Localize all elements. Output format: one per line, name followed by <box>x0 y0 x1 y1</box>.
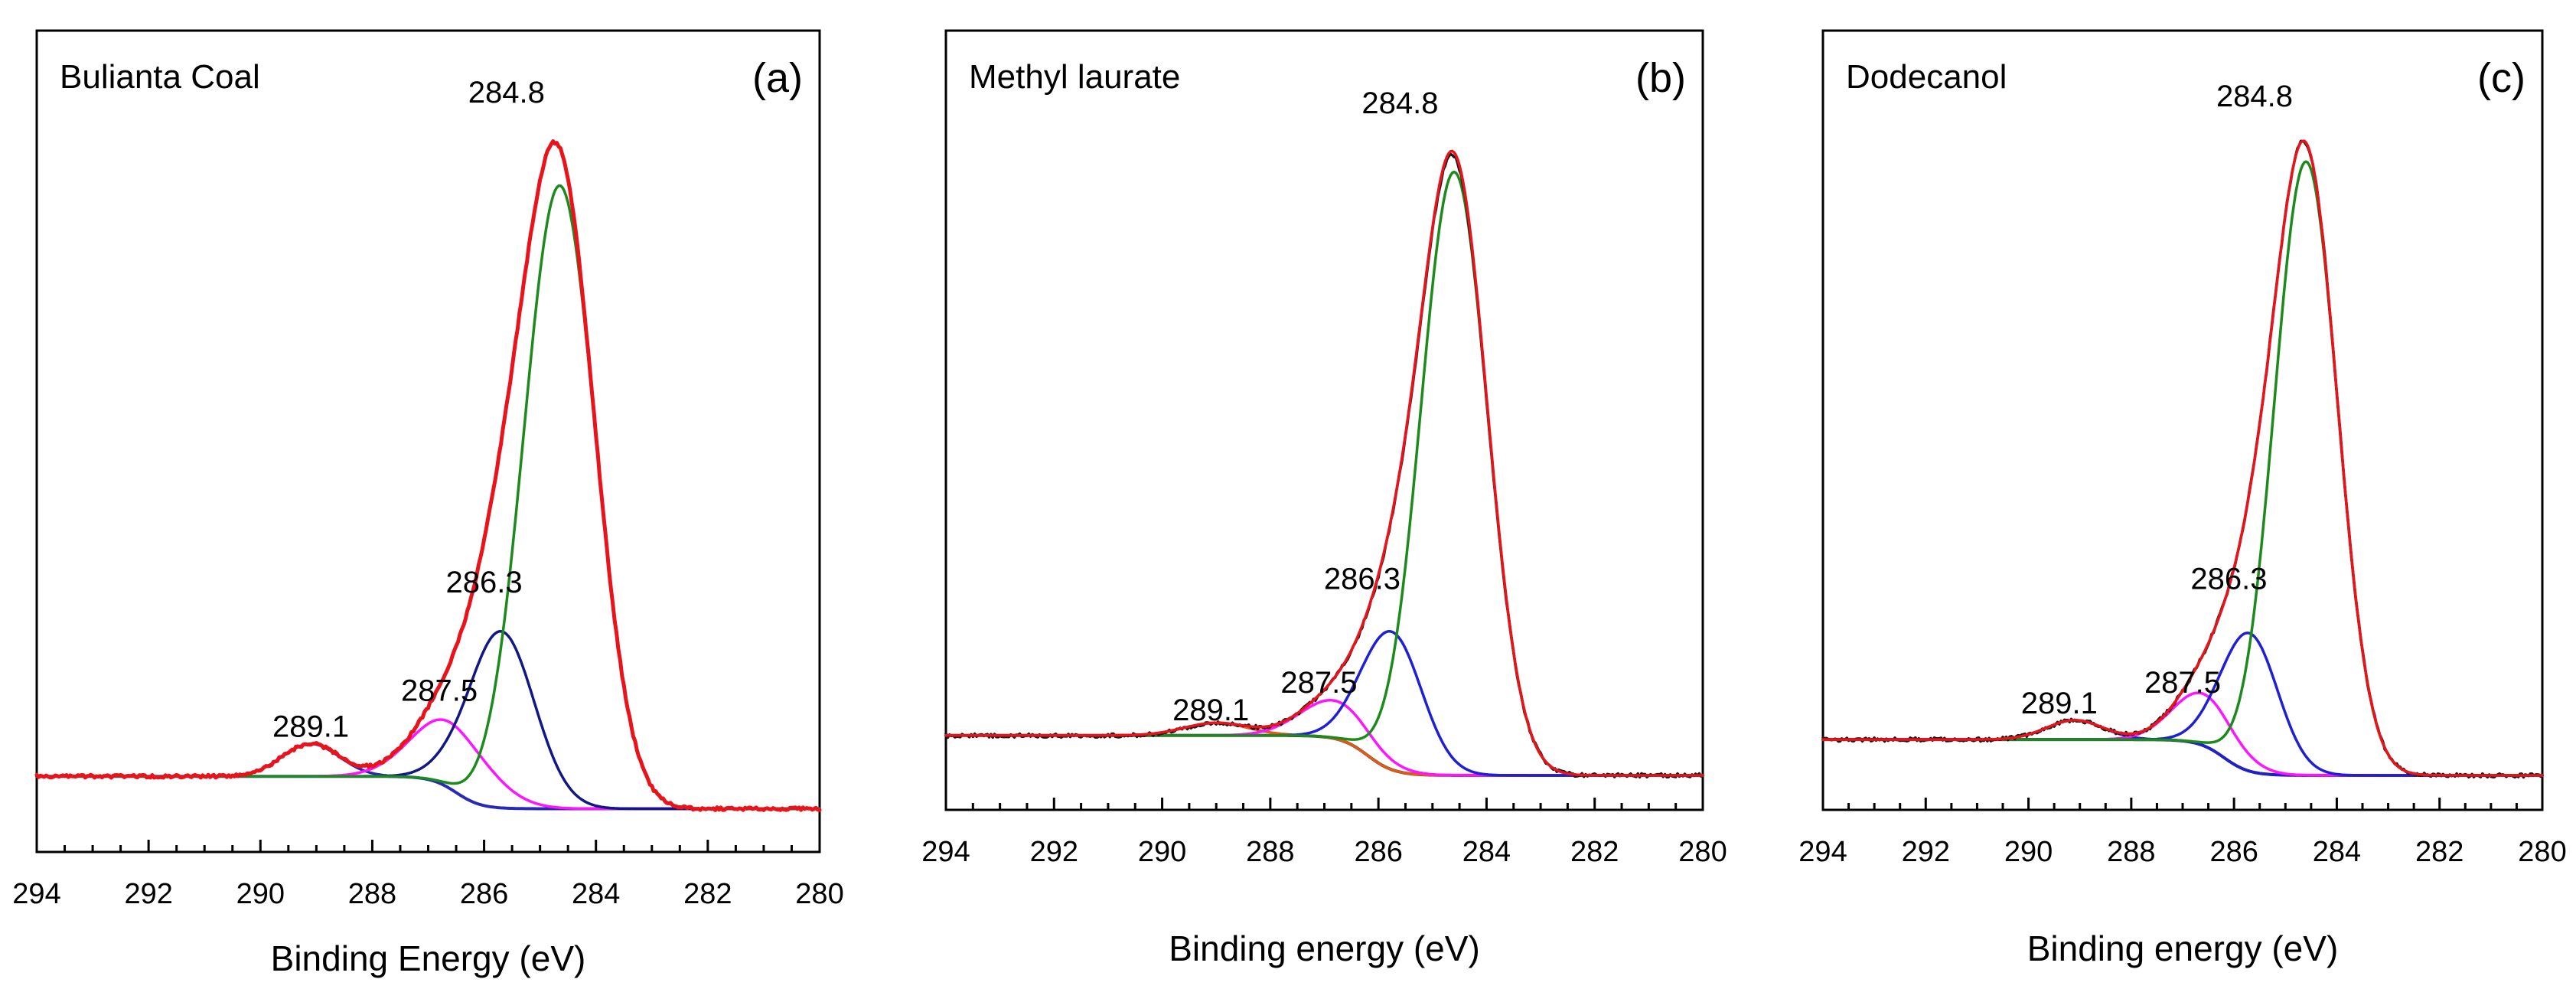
peak-label-287-5: 287.5 <box>2144 666 2221 700</box>
x-tick-label: 292 <box>124 878 172 910</box>
panel-b: 294 292 290 288 286 284 282 280 Binding energy (… <box>921 29 1727 968</box>
x-tick-label: 288 <box>348 878 396 910</box>
fit-envelope <box>944 149 1704 777</box>
x-tick-label: 288 <box>1246 836 1294 868</box>
x-tick-label: 290 <box>236 878 285 910</box>
panel-title: Dodecanol <box>1846 58 2007 96</box>
fit-component-289-1 <box>1821 719 2544 777</box>
panel-a: 294 292 290 288 286 284 282 280 Binding Energy (… <box>12 29 844 978</box>
x-axis-title: Binding energy (eV) <box>2027 929 2339 968</box>
x-tick-label: 282 <box>2415 836 2464 868</box>
x-tick-label: 284 <box>572 878 620 910</box>
panel-title: Bulianta Coal <box>60 58 260 96</box>
x-tick-label: 292 <box>1902 836 1950 868</box>
peak-label-284-8: 284.8 <box>1361 86 1438 120</box>
plot-frame <box>35 29 821 853</box>
x-tick-label: 284 <box>1462 836 1511 868</box>
x-tick-label: 288 <box>2107 836 2155 868</box>
peak-label-284-8: 284.8 <box>2216 80 2293 113</box>
background-baseline <box>35 775 821 811</box>
x-tick-label: 294 <box>12 878 60 910</box>
x-tick-label: 286 <box>2209 836 2258 868</box>
panel-letter: (a) <box>752 55 803 101</box>
fit-component-289-1 <box>944 721 1704 777</box>
x-tick-label: 282 <box>1570 836 1619 868</box>
x-tick-label: 282 <box>683 878 732 910</box>
background-baseline <box>1821 738 2544 777</box>
peak-label-286-3: 286.3 <box>2190 563 2267 596</box>
fit-envelope <box>1821 139 2544 777</box>
x-axis-title: Binding Energy (eV) <box>271 938 586 978</box>
fit-component-286-3 <box>944 629 1704 777</box>
x-tick-label: 280 <box>1678 836 1727 868</box>
peak-label-286-3: 286.3 <box>1324 563 1400 596</box>
x-axis-title: Binding energy (eV) <box>1169 929 1480 968</box>
measured-envelope <box>34 139 822 812</box>
fit-component-284-8 <box>35 184 821 811</box>
x-tick-label: 292 <box>1030 836 1078 868</box>
fit-component-286-3 <box>1821 632 2544 777</box>
peak-label-286-3: 286.3 <box>446 566 523 599</box>
peak-label-289-1: 289.1 <box>2021 687 2098 720</box>
peak-label-287-5: 287.5 <box>1280 666 1357 700</box>
panel-letter: (c) <box>2477 55 2525 101</box>
panel-c: 294 292 290 288 286 284 282 280 Binding energy (… <box>1798 29 2567 968</box>
fit-component-287-5 <box>1821 691 2544 777</box>
peak-label-287-5: 287.5 <box>401 674 478 707</box>
x-tick-label: 284 <box>2313 836 2361 868</box>
x-tick-label: 286 <box>1354 836 1402 868</box>
x-tick-label: 280 <box>2518 836 2566 868</box>
panel-title: Methyl laurate <box>969 58 1180 96</box>
peak-label-289-1: 289.1 <box>272 710 349 743</box>
peak-label-284-8: 284.8 <box>468 76 545 109</box>
peak-label-289-1: 289.1 <box>1172 694 1249 727</box>
x-tick-label: 286 <box>460 878 508 910</box>
x-tick-label: 290 <box>2004 836 2053 868</box>
background-baseline <box>944 733 1704 777</box>
x-tick-label: 290 <box>1138 836 1186 868</box>
fit-component-286-3 <box>35 629 821 811</box>
x-tick-label: 294 <box>921 836 970 868</box>
panel-letter: (b) <box>1635 55 1686 101</box>
x-tick-label: 280 <box>795 878 843 910</box>
x-tick-label: 294 <box>1798 836 1847 868</box>
